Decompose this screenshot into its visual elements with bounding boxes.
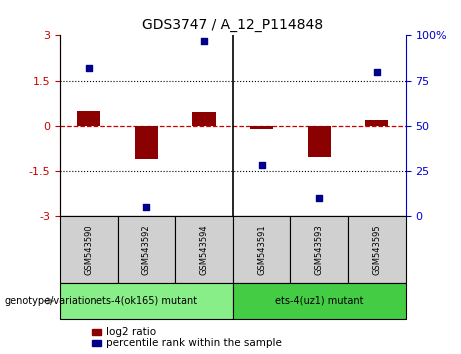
Bar <box>233 216 290 283</box>
Point <box>258 162 266 168</box>
Text: genotype/variation: genotype/variation <box>5 296 97 306</box>
Bar <box>290 216 348 283</box>
Text: GSM543590: GSM543590 <box>84 224 93 275</box>
Text: GSM543592: GSM543592 <box>142 224 151 275</box>
Bar <box>308 126 331 157</box>
Text: ets-4(ok165) mutant: ets-4(ok165) mutant <box>96 296 197 306</box>
Bar <box>60 216 118 283</box>
Title: GDS3747 / A_12_P114848: GDS3747 / A_12_P114848 <box>142 18 323 32</box>
Text: GSM543593: GSM543593 <box>315 224 324 275</box>
Bar <box>365 120 388 126</box>
Text: log2 ratio: log2 ratio <box>106 327 156 337</box>
Text: percentile rank within the sample: percentile rank within the sample <box>106 338 282 348</box>
Point <box>200 38 207 44</box>
Bar <box>135 126 158 159</box>
Text: GSM543591: GSM543591 <box>257 224 266 275</box>
Bar <box>250 126 273 129</box>
Bar <box>193 112 216 126</box>
Bar <box>348 216 406 283</box>
Text: GSM543594: GSM543594 <box>200 224 208 275</box>
Point <box>85 65 92 71</box>
Bar <box>233 283 406 319</box>
Bar <box>77 110 100 126</box>
Point <box>373 69 381 74</box>
Text: ets-4(uz1) mutant: ets-4(uz1) mutant <box>275 296 363 306</box>
Text: GSM543595: GSM543595 <box>372 224 381 275</box>
Bar <box>60 283 233 319</box>
Point <box>142 204 150 210</box>
Bar <box>175 216 233 283</box>
Bar <box>118 216 175 283</box>
Point <box>315 195 323 201</box>
